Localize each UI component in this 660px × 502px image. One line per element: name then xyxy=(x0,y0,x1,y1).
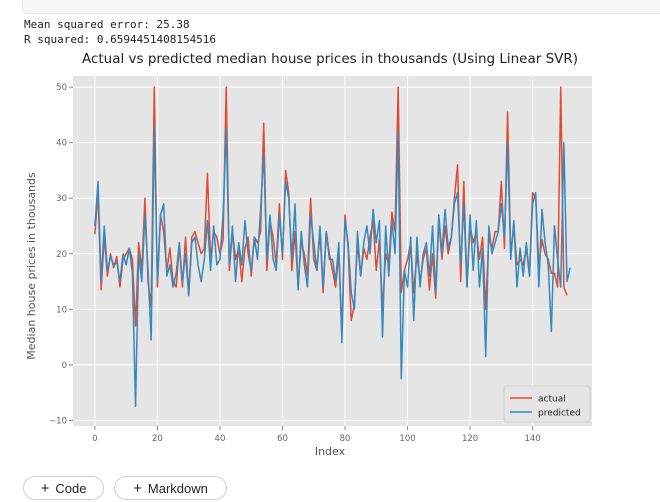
add-markdown-cell-button[interactable]: + Markdown xyxy=(114,476,227,500)
plus-icon: + xyxy=(133,479,142,497)
chart-title: Actual vs predicted median house prices … xyxy=(82,51,578,67)
y-tick-label: 0 xyxy=(62,361,67,371)
x-axis-label: Index xyxy=(315,445,346,458)
y-tick-label: 10 xyxy=(56,305,67,315)
x-tick-label: 100 xyxy=(399,434,415,444)
add-code-label: Code xyxy=(55,480,87,496)
y-tick-label: −10 xyxy=(49,416,67,426)
x-tick-label: 0 xyxy=(92,434,97,444)
x-tick-label: 40 xyxy=(215,434,226,444)
plot-area xyxy=(73,76,592,426)
x-tick-label: 80 xyxy=(340,434,351,444)
legend-label-actual: actual xyxy=(538,395,566,405)
previous-cell-edge xyxy=(22,0,660,14)
y-tick-label: 50 xyxy=(56,83,67,93)
y-tick-label: 30 xyxy=(56,194,67,204)
x-tick-label: 120 xyxy=(462,434,478,444)
r2-output-line: R squared: 0.6594451408154516 xyxy=(24,33,217,46)
mse-output-line: Mean squared error: 25.38 xyxy=(24,18,190,31)
x-tick-label: 20 xyxy=(152,434,163,444)
y-tick-label: 20 xyxy=(56,250,67,260)
x-tick-label: 140 xyxy=(524,434,540,444)
y-axis-label: Median house prices in thousands xyxy=(25,172,38,360)
line-chart: −10 0 10 20 30 40 50 0 20 40 60 80 100 120 140 Actual … xyxy=(25,51,592,458)
legend-box xyxy=(503,385,591,423)
plus-icon: + xyxy=(40,479,50,497)
chart-legend: actual predicted xyxy=(503,385,591,423)
x-tick-label: 60 xyxy=(277,434,288,444)
cell-output-text: Mean squared error: 25.38 R squared: 0.6… xyxy=(24,17,216,47)
legend-label-predicted: predicted xyxy=(538,409,581,419)
add-markdown-label: Markdown xyxy=(147,480,208,496)
series-line-predicted xyxy=(94,125,571,408)
y-tick-label: 40 xyxy=(56,139,67,149)
add-code-cell-button[interactable]: + Code xyxy=(23,476,104,500)
